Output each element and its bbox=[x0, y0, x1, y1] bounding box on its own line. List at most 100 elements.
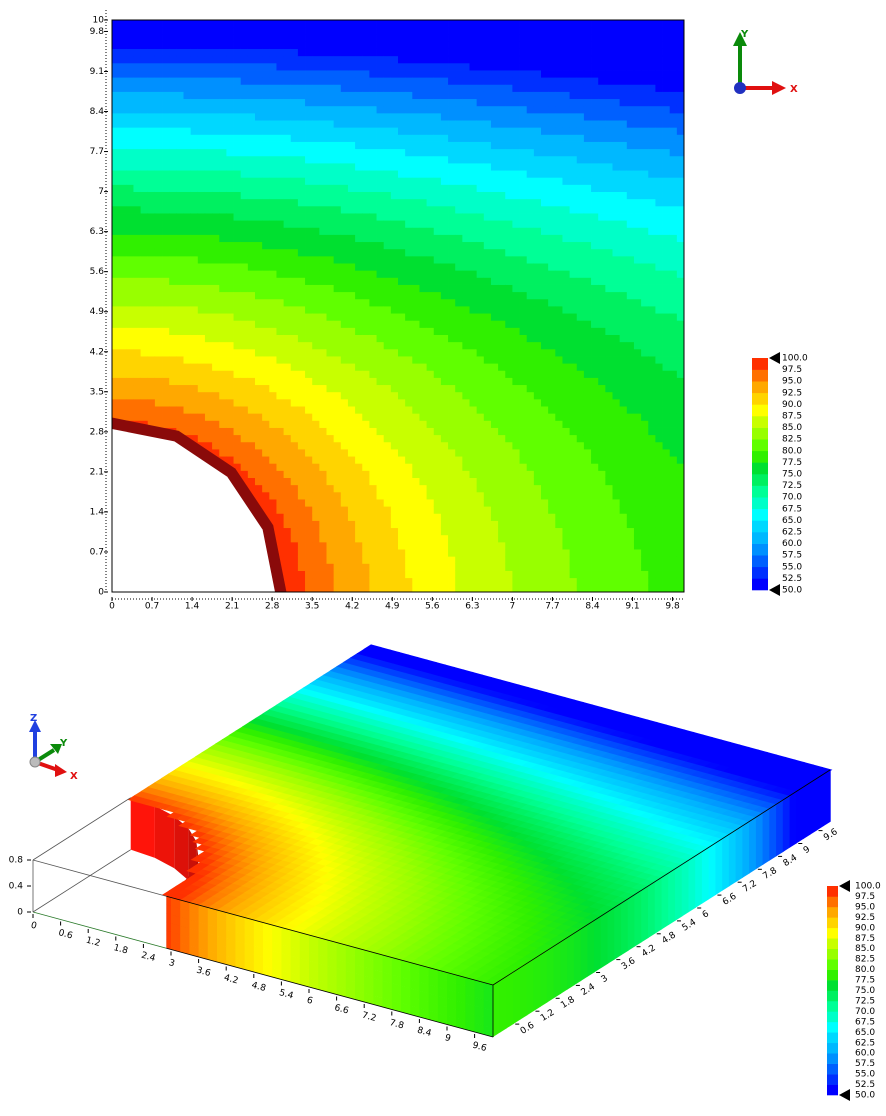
field-cell bbox=[490, 34, 499, 42]
field-cell bbox=[269, 327, 277, 335]
field-cell bbox=[541, 484, 549, 493]
field-cell bbox=[283, 170, 292, 178]
field-cell bbox=[498, 191, 506, 200]
field-cell bbox=[269, 370, 277, 378]
field-cell bbox=[355, 227, 363, 235]
field-cell bbox=[312, 220, 320, 228]
field-cell bbox=[405, 213, 413, 221]
field-cell bbox=[204, 363, 213, 371]
field-cell bbox=[290, 584, 299, 593]
field-cell bbox=[190, 263, 199, 271]
field-cell bbox=[297, 413, 306, 421]
field-cell bbox=[426, 584, 435, 593]
field-cell bbox=[240, 427, 249, 436]
field-cell bbox=[262, 112, 270, 121]
field-cell bbox=[212, 227, 220, 235]
field-cell bbox=[355, 48, 363, 57]
field-cell bbox=[355, 520, 363, 529]
field-cell bbox=[319, 255, 327, 264]
field-cell bbox=[476, 313, 485, 321]
field-cell bbox=[340, 427, 349, 436]
field-cell bbox=[519, 441, 528, 450]
field-cell bbox=[183, 406, 192, 414]
field-cell bbox=[319, 520, 327, 529]
field-cell bbox=[340, 298, 349, 307]
field-cell bbox=[405, 41, 413, 49]
field-cell bbox=[383, 177, 392, 185]
field-cell bbox=[119, 163, 127, 171]
field-cell bbox=[390, 477, 399, 486]
field-cell bbox=[283, 463, 292, 471]
field-cell bbox=[347, 134, 356, 142]
field-cell bbox=[548, 70, 556, 78]
field-cell bbox=[212, 449, 220, 457]
field-cell bbox=[147, 84, 156, 92]
field-cell bbox=[326, 456, 335, 464]
field-cell bbox=[305, 134, 313, 142]
field-cell bbox=[262, 184, 270, 192]
field-cell bbox=[247, 327, 256, 335]
field-cell bbox=[490, 327, 499, 335]
field-cell bbox=[326, 91, 335, 100]
field-cell bbox=[533, 463, 542, 471]
field-cell bbox=[355, 191, 363, 200]
field-cell bbox=[283, 298, 292, 307]
field-cell bbox=[347, 420, 356, 428]
field-cell bbox=[147, 291, 156, 300]
field-cell bbox=[440, 370, 449, 378]
field-cell bbox=[147, 248, 156, 257]
field-cell bbox=[512, 41, 520, 49]
field-cell bbox=[290, 377, 299, 386]
field-cell bbox=[440, 427, 449, 436]
field-cell bbox=[462, 277, 470, 285]
field-cell bbox=[262, 127, 270, 135]
field-cell bbox=[197, 84, 206, 92]
field-cell bbox=[162, 41, 170, 49]
field-cell bbox=[448, 277, 456, 285]
field-cell bbox=[147, 77, 156, 85]
field-cell bbox=[533, 291, 542, 300]
field-cell bbox=[541, 499, 549, 507]
field-cell bbox=[505, 549, 513, 557]
field-cell bbox=[455, 506, 463, 514]
field-cell bbox=[505, 270, 513, 278]
field-cell bbox=[498, 398, 506, 407]
field-cell bbox=[312, 463, 320, 471]
field-cell bbox=[433, 398, 442, 407]
field-cell bbox=[319, 134, 327, 142]
field-cell bbox=[162, 34, 170, 42]
field-cell bbox=[405, 134, 413, 142]
field-cell bbox=[233, 348, 242, 357]
field-cell bbox=[276, 406, 284, 414]
field-cell bbox=[512, 584, 520, 593]
field-cell bbox=[340, 191, 349, 200]
field-cell bbox=[412, 277, 420, 285]
field-cell bbox=[226, 141, 234, 150]
field-cell bbox=[269, 263, 277, 271]
field-cell bbox=[204, 406, 213, 414]
field-cell bbox=[526, 499, 535, 507]
field-cell bbox=[147, 413, 156, 421]
field-cell bbox=[247, 484, 256, 493]
field-cell bbox=[369, 356, 377, 364]
field-cell bbox=[233, 356, 242, 364]
field-cell bbox=[541, 570, 549, 579]
field-cell bbox=[226, 391, 234, 400]
field-cell bbox=[333, 105, 342, 114]
field-cell bbox=[505, 70, 513, 78]
field-cell bbox=[462, 220, 470, 228]
field-cell bbox=[233, 341, 242, 350]
field-cell bbox=[169, 98, 177, 107]
field-cell bbox=[498, 177, 506, 185]
field-cell bbox=[233, 270, 242, 278]
field-cell bbox=[290, 241, 299, 250]
field-cell bbox=[398, 348, 406, 357]
field-cell bbox=[398, 134, 406, 142]
field-cell bbox=[426, 441, 435, 450]
field-cell bbox=[147, 170, 156, 178]
field-cell bbox=[419, 398, 427, 407]
field-cell bbox=[412, 520, 420, 529]
field-cell bbox=[355, 449, 363, 457]
field-cell bbox=[505, 105, 513, 114]
field-cell bbox=[526, 577, 535, 586]
